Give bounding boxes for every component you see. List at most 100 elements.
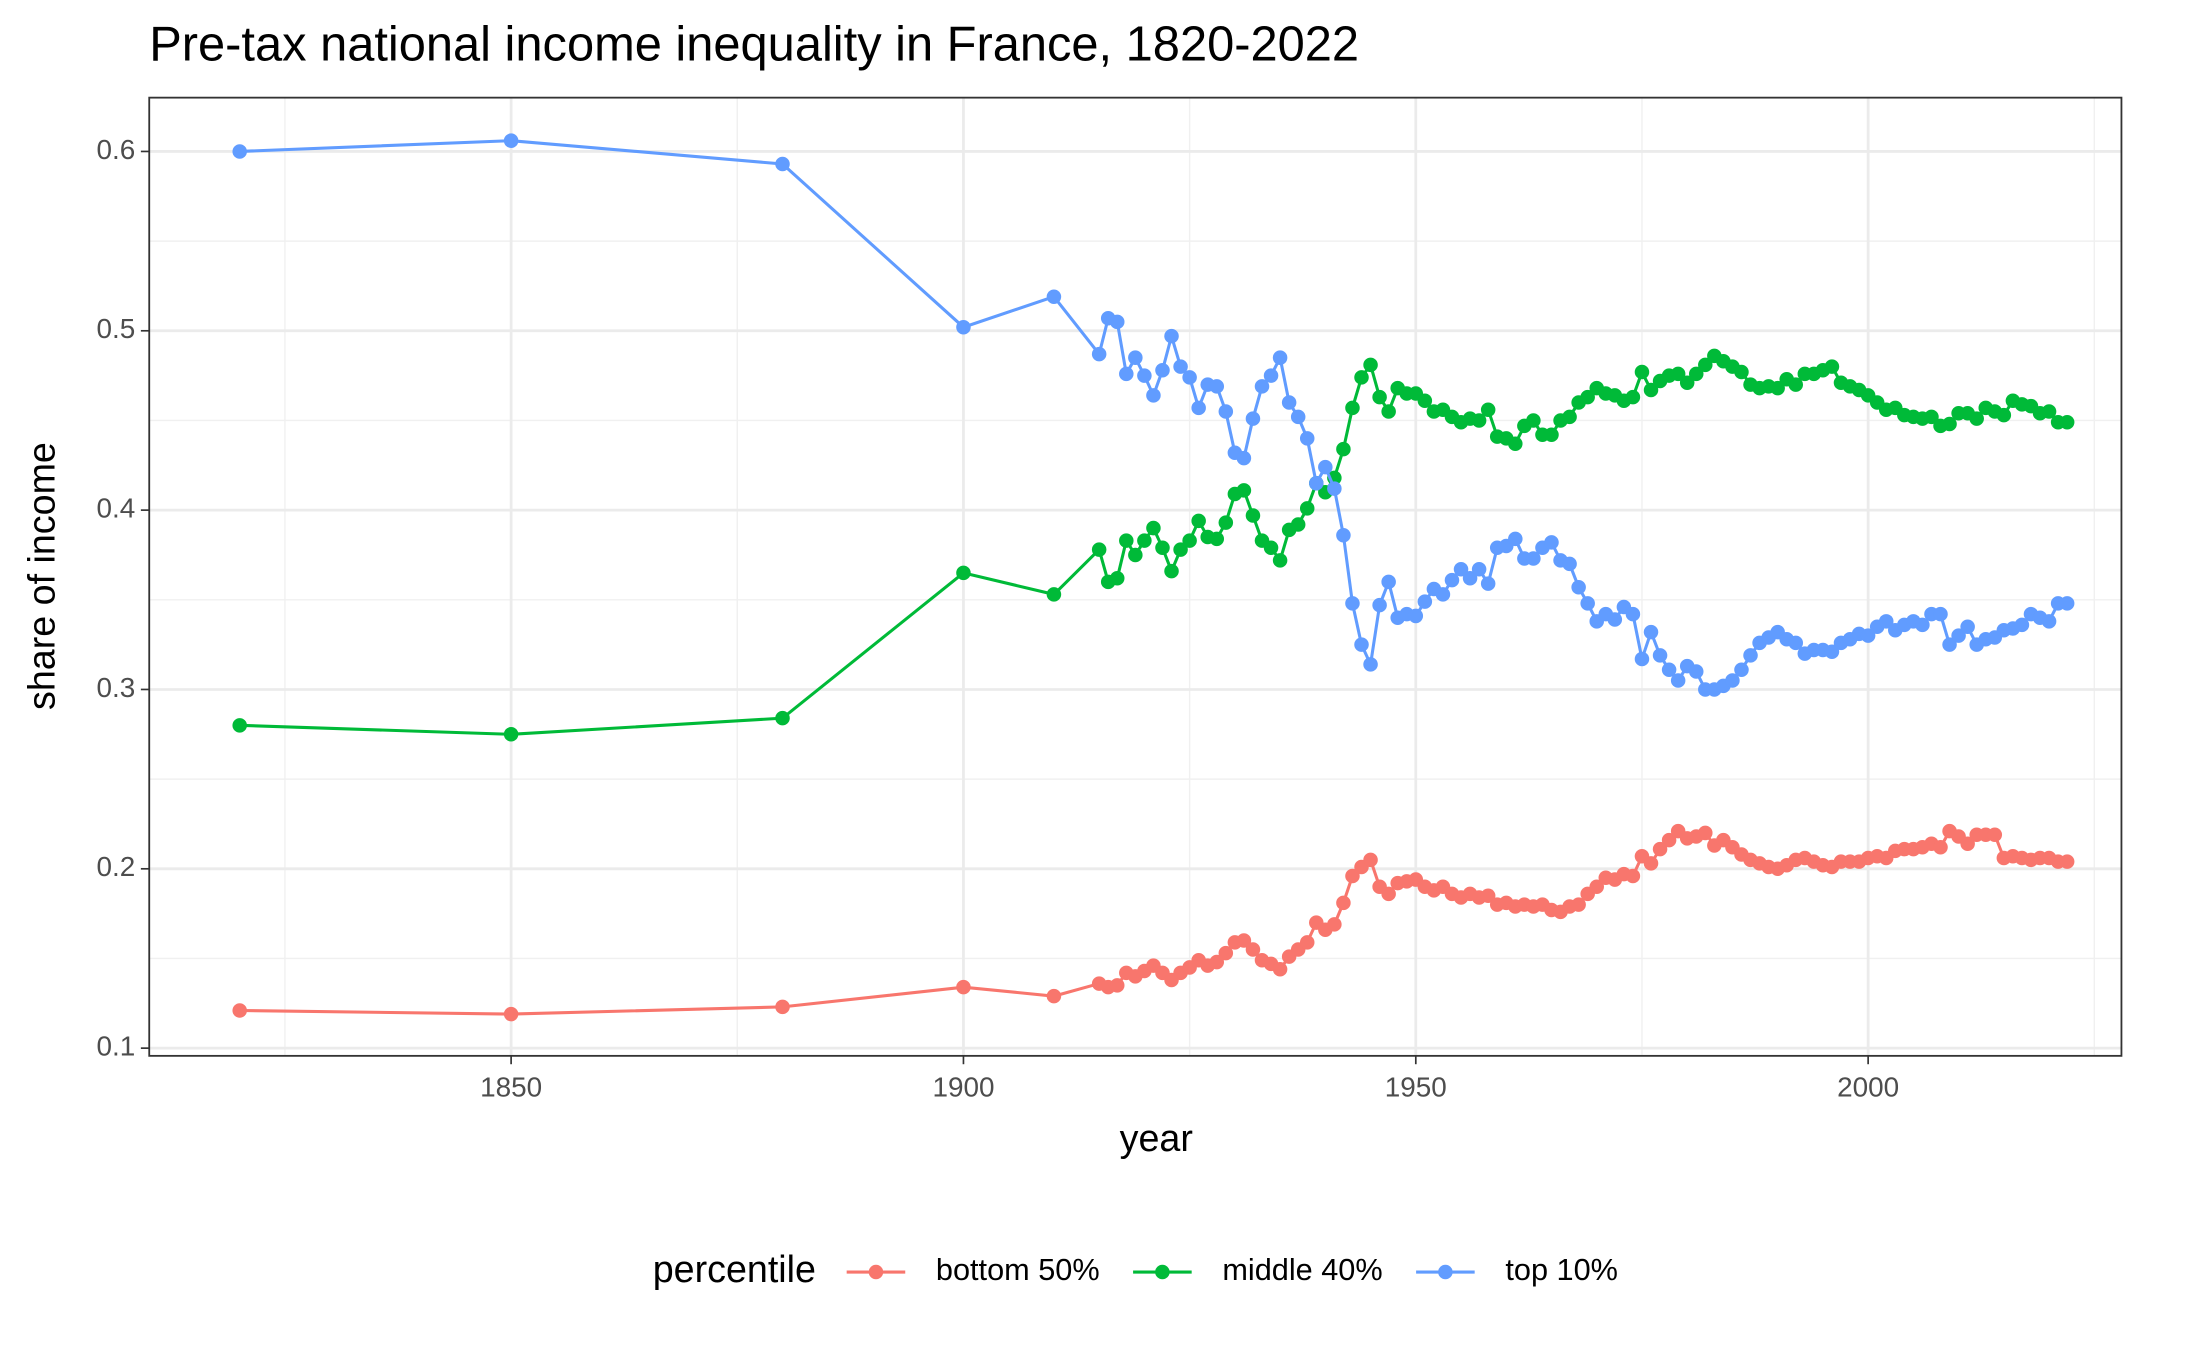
data-point [1218, 404, 1234, 419]
data-point [1109, 314, 1125, 330]
data-point [1770, 380, 1785, 396]
data-point [1272, 553, 1288, 568]
data-point [1688, 664, 1704, 679]
data-point [1327, 481, 1342, 496]
data-point [1336, 895, 1351, 911]
data-point [1580, 389, 1595, 405]
data-point [1625, 606, 1641, 622]
plot-area [232, 133, 2075, 1022]
data-point [1951, 628, 1966, 643]
data-point [1381, 574, 1396, 590]
data-point [1688, 366, 1704, 382]
data-point [1526, 551, 1541, 566]
data-point [1480, 576, 1496, 591]
data-point [1643, 624, 1659, 640]
data-point [1652, 648, 1668, 663]
data-point [956, 979, 971, 995]
x-axis-title: year [1120, 1117, 1193, 1159]
data-point [1236, 450, 1252, 466]
data-point [1444, 572, 1460, 588]
data-point [1046, 587, 1062, 602]
data-point [1299, 501, 1315, 516]
data-point [1924, 409, 1939, 425]
data-point [1299, 431, 1315, 446]
data-point [1309, 475, 1324, 491]
data-point [1299, 935, 1315, 950]
data-point [1915, 617, 1930, 633]
data-point [1652, 841, 1668, 857]
data-point [1607, 612, 1623, 627]
data-point [1634, 651, 1650, 667]
data-point [1137, 533, 1152, 548]
data-point [1173, 359, 1188, 374]
data-point [1571, 897, 1586, 912]
grid: 1850 1900 1950 2000 0.1 0.2 0.3 0.4 0.5 0.6 [97, 97, 2122, 1103]
data-point [1363, 657, 1378, 672]
data-point [1155, 362, 1170, 378]
legend-key-point [868, 1264, 884, 1280]
data-point [1544, 535, 1559, 550]
data-point [1128, 350, 1143, 365]
data-point [1942, 637, 1957, 652]
data-point [1417, 594, 1433, 609]
data-point [1670, 673, 1686, 688]
data-point [232, 718, 247, 733]
x-tick-label: 1850 [480, 1072, 542, 1103]
y-tick-label: 0.6 [97, 134, 136, 165]
data-point [1960, 836, 1975, 851]
data-point [1336, 441, 1351, 457]
data-point [1245, 942, 1261, 957]
y-tick-label: 0.5 [97, 313, 136, 344]
data-point [1345, 400, 1360, 416]
data-point [1091, 542, 1107, 557]
data-point [1471, 413, 1487, 428]
data-point [1209, 379, 1225, 394]
data-point [1182, 533, 1197, 548]
data-point [232, 1003, 247, 1018]
x-tick-label: 2000 [1837, 1072, 1899, 1103]
data-point [1698, 825, 1713, 841]
legend-label: bottom 50% [936, 1252, 1100, 1287]
data-point [1372, 389, 1387, 405]
data-point [1471, 562, 1487, 577]
data-point [1670, 366, 1686, 382]
data-point [1788, 377, 1804, 392]
legend-key-point [1155, 1264, 1170, 1280]
data-point [1281, 395, 1297, 410]
data-point [1209, 531, 1225, 547]
data-point [503, 727, 519, 742]
data-point [1734, 364, 1749, 380]
data-point [1046, 289, 1062, 304]
data-point [1218, 515, 1234, 530]
data-point [1824, 359, 1840, 374]
data-point [1336, 527, 1351, 543]
data-point [1191, 513, 1206, 529]
data-point [1743, 648, 1758, 663]
data-point [1209, 954, 1225, 970]
legend-title: percentile [653, 1248, 816, 1290]
data-point [1508, 531, 1523, 547]
data-point [1933, 606, 1948, 622]
data-point [1960, 619, 1975, 634]
data-point [2014, 617, 2030, 633]
data-point [1245, 411, 1261, 426]
y-tick-label: 0.2 [97, 851, 136, 882]
data-point [1173, 542, 1188, 557]
data-point [1698, 357, 1713, 373]
legend-key-point [1438, 1264, 1453, 1280]
data-point [1878, 614, 1894, 629]
data-point [1272, 961, 1288, 977]
data-point [232, 144, 247, 159]
data-point [1860, 628, 1876, 643]
y-tick-label: 0.4 [97, 493, 136, 524]
data-point [2041, 404, 2057, 419]
data-point [1435, 587, 1451, 602]
data-point [1381, 404, 1396, 419]
data-point [1625, 868, 1641, 884]
data-point [775, 999, 790, 1015]
data-point [1453, 562, 1469, 577]
data-point [2059, 854, 2075, 869]
data-point [1191, 400, 1206, 416]
data-point [1345, 596, 1360, 611]
